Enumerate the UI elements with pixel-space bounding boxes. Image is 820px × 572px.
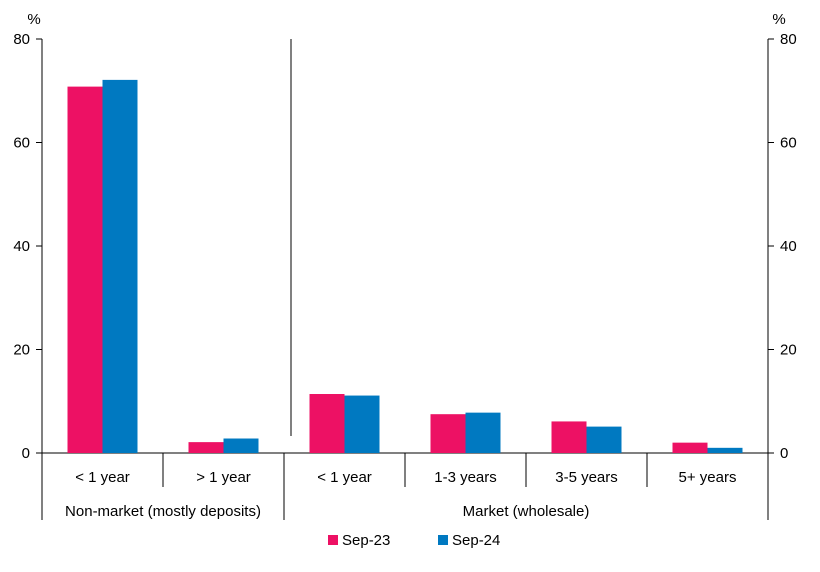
category-label: 1-3 years <box>434 469 497 486</box>
bar-sep23 <box>551 421 587 453</box>
y-tick-label-left: 60 <box>13 135 30 152</box>
group-label: Non-market (mostly deposits) <box>65 503 261 520</box>
category-label: 5+ years <box>679 469 737 486</box>
category-label: < 1 year <box>75 469 130 486</box>
category-label: > 1 year <box>196 469 251 486</box>
y-tick-label-right: 60 <box>780 135 797 152</box>
bar-sep24 <box>102 79 138 453</box>
y-tick-label-left: 0 <box>22 445 30 462</box>
bar-sep23 <box>188 442 224 453</box>
bar-sep24 <box>344 395 380 453</box>
bar-sep23 <box>67 86 103 454</box>
category-label: < 1 year <box>317 469 372 486</box>
bar-sep23 <box>672 442 708 453</box>
legend-label-sep24: Sep-24 <box>452 532 500 549</box>
bar-sep24 <box>465 412 501 453</box>
y-tick-label-left: 40 <box>13 238 30 255</box>
legend-label-sep23: Sep-23 <box>342 532 390 549</box>
legend-swatch-sep24 <box>438 535 448 545</box>
category-label: 3-5 years <box>555 469 618 486</box>
y-tick-label-left: 20 <box>13 342 30 359</box>
bar-sep23 <box>430 414 466 453</box>
y-tick-label-right: 40 <box>780 238 797 255</box>
y-unit-label-left: % <box>27 11 40 28</box>
y-unit-label-right: % <box>772 11 785 28</box>
y-tick-label-right: 20 <box>780 342 797 359</box>
y-tick-label-right: 0 <box>780 445 788 462</box>
bar-sep24 <box>707 447 743 453</box>
bar-sep23 <box>309 394 345 453</box>
y-tick-label-left: 80 <box>13 31 30 48</box>
bar-sep24 <box>586 426 622 453</box>
bar-sep24 <box>223 438 259 453</box>
y-tick-label-right: 80 <box>780 31 797 48</box>
group-label: Market (wholesale) <box>463 503 590 520</box>
legend-swatch-sep23 <box>328 535 338 545</box>
